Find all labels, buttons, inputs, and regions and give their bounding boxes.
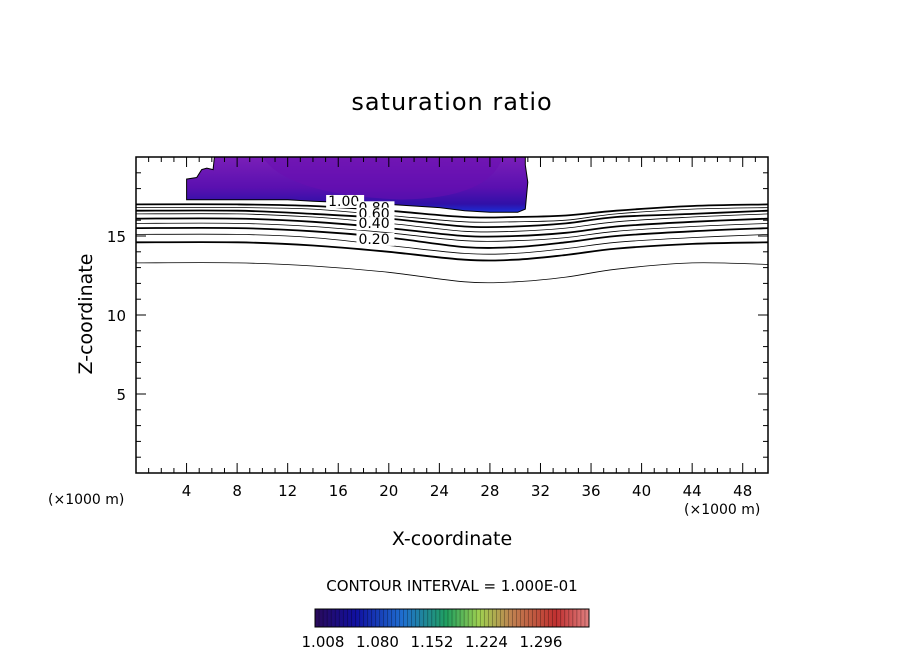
- plot-area: 1.000.800.600.400.2048121620242832364044…: [107, 156, 769, 651]
- x-tick-label: 12: [278, 482, 297, 500]
- contour-line-0.3: [135, 233, 769, 255]
- x-tick-label: 28: [480, 482, 499, 500]
- contour-label: 0.20: [358, 232, 389, 248]
- colorbar-label: 1.008: [302, 633, 345, 651]
- contour-line-0.6: [135, 217, 769, 238]
- y-tick-label: 15: [107, 228, 126, 246]
- y-tick-label: 10: [107, 307, 126, 325]
- colorbar-label: 1.152: [411, 633, 454, 651]
- contour-line-0.9: [135, 207, 769, 223]
- supersaturated-core: [262, 157, 503, 200]
- contour-label-bg: [356, 232, 395, 246]
- x-tick-label: 48: [733, 482, 752, 500]
- contour-line-0.5: [135, 222, 769, 242]
- x-tick-label: 4: [182, 482, 192, 500]
- contour-label-bg: [326, 194, 365, 208]
- contour-line-0.1: [135, 262, 769, 284]
- y-tick-label: 5: [116, 386, 126, 404]
- contour-line-0.2: [135, 241, 769, 262]
- contour-line-0.7: [135, 213, 769, 233]
- contour-line-1.0: [135, 203, 769, 219]
- contour-label: 1.00: [328, 194, 359, 210]
- x-tick-label: 24: [430, 482, 449, 500]
- x-tick-label: 36: [581, 482, 600, 500]
- contour-label: 0.40: [358, 216, 389, 232]
- x-tick-label: 32: [531, 482, 550, 500]
- x-tick-label: 40: [632, 482, 651, 500]
- contour-interval-text: CONTOUR INTERVAL = 1.000E-01: [326, 577, 578, 595]
- colorbar-label: 1.224: [465, 633, 508, 651]
- x-tick-label: 16: [329, 482, 348, 500]
- x-tick-label: 20: [379, 482, 398, 500]
- colorbar-label: 1.080: [356, 633, 399, 651]
- contour-line-0.4: [135, 226, 769, 249]
- x-unit-left: (×1000 m): [48, 492, 125, 508]
- chart-title: saturation ratio: [351, 88, 553, 116]
- x-unit-right: (×1000 m): [684, 502, 761, 518]
- x-tick-label: 44: [683, 482, 702, 500]
- x-tick-label: 8: [232, 482, 242, 500]
- x-axis-label: X-coordinate: [391, 528, 513, 550]
- colorbar-label: 1.296: [520, 633, 563, 651]
- contour-label-bg: [356, 217, 395, 231]
- contour-line-0.8: [135, 209, 769, 229]
